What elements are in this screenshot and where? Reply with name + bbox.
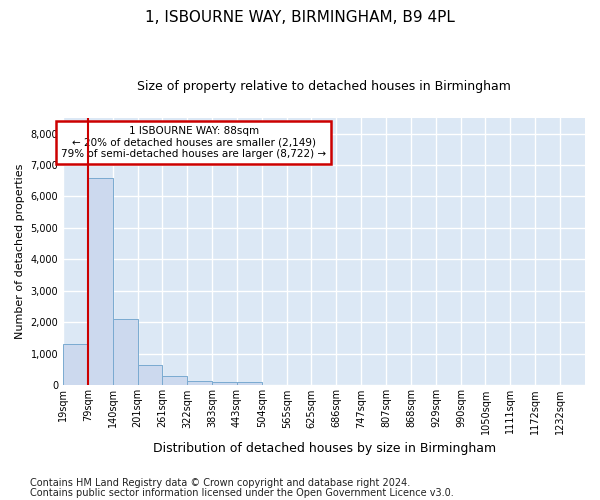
Y-axis label: Number of detached properties: Number of detached properties: [15, 164, 25, 340]
Bar: [212, 382, 237, 386]
Text: Contains public sector information licensed under the Open Government Licence v3: Contains public sector information licen…: [30, 488, 454, 498]
Bar: [187, 380, 212, 386]
Bar: [162, 376, 187, 386]
Bar: [88, 178, 113, 386]
Text: 1, ISBOURNE WAY, BIRMINGHAM, B9 4PL: 1, ISBOURNE WAY, BIRMINGHAM, B9 4PL: [145, 10, 455, 25]
Bar: [237, 382, 262, 386]
Bar: [113, 320, 138, 386]
X-axis label: Distribution of detached houses by size in Birmingham: Distribution of detached houses by size …: [152, 442, 496, 455]
Bar: [63, 344, 88, 386]
Text: 1 ISBOURNE WAY: 88sqm
← 20% of detached houses are smaller (2,149)
79% of semi-d: 1 ISBOURNE WAY: 88sqm ← 20% of detached …: [61, 126, 326, 159]
Text: Contains HM Land Registry data © Crown copyright and database right 2024.: Contains HM Land Registry data © Crown c…: [30, 478, 410, 488]
Title: Size of property relative to detached houses in Birmingham: Size of property relative to detached ho…: [137, 80, 511, 93]
Bar: [138, 365, 162, 386]
